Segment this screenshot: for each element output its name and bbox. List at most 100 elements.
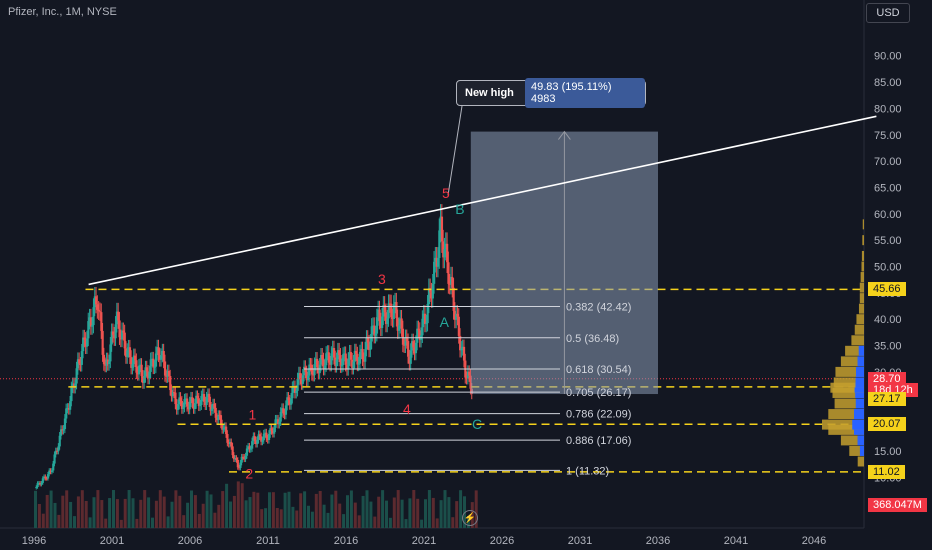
candle-body <box>395 302 398 319</box>
candle-body <box>369 341 372 350</box>
candle-body <box>344 353 347 365</box>
volume-bar <box>334 490 338 528</box>
candle-body <box>257 434 260 440</box>
candle-body <box>269 428 272 435</box>
volume-bar <box>225 483 229 528</box>
volume-profile-value-area <box>856 366 864 377</box>
candle-body <box>139 364 142 366</box>
candle-body <box>111 331 115 335</box>
candle-body <box>186 398 189 407</box>
candle-body <box>202 394 206 402</box>
candle-body <box>83 337 86 340</box>
candle-body <box>416 328 419 343</box>
candle-body <box>388 303 392 305</box>
candle-body <box>236 459 239 468</box>
y-tick-label: 65.00 <box>874 182 902 194</box>
candle-body <box>357 363 360 365</box>
candle-body <box>95 296 98 305</box>
volume-profile-value-area <box>855 377 864 388</box>
candle-body <box>283 413 286 415</box>
volume-bar <box>330 494 334 528</box>
candle-body <box>455 313 458 320</box>
candle-body <box>404 337 407 346</box>
candle-body <box>435 257 438 267</box>
candle-body <box>92 307 95 326</box>
volume-bar <box>264 508 268 528</box>
candle-body <box>403 344 406 346</box>
price-axis-tag: 45.66 <box>868 282 906 297</box>
projection-arrow-head <box>558 130 571 140</box>
volume-bar <box>303 491 307 528</box>
volume-bar <box>217 504 221 528</box>
volume-bar <box>236 481 240 528</box>
candle-body <box>76 359 80 369</box>
y-tick-label: 85.00 <box>874 77 902 89</box>
candle-body <box>80 351 83 365</box>
price-axis-tag: 27.17 <box>868 391 906 406</box>
candle-body <box>256 439 259 445</box>
volume-profile-value-area <box>854 409 864 420</box>
wave-label: C <box>472 416 482 432</box>
candle-body <box>392 304 395 320</box>
lightning-icon[interactable]: ⚡ <box>462 510 478 526</box>
volume-bar <box>455 501 459 528</box>
candle-body <box>240 456 243 463</box>
candle-body <box>175 404 178 410</box>
candle-body <box>351 359 354 369</box>
candle-body <box>89 317 93 327</box>
candle-body <box>322 359 325 369</box>
volume-bar <box>37 504 41 528</box>
y-tick-label: 15.00 <box>874 446 902 458</box>
x-tick-label: 2001 <box>100 535 124 547</box>
candle-body <box>300 379 303 384</box>
candle-body <box>192 403 195 409</box>
volume-bar <box>287 491 291 528</box>
candle-body <box>182 407 185 409</box>
candle-body <box>332 348 336 358</box>
volume-bar <box>427 490 431 528</box>
volume-bar <box>299 493 303 528</box>
candle-body <box>329 362 332 365</box>
candle-body <box>166 371 169 377</box>
candle-body <box>130 357 133 368</box>
volume-bar <box>166 516 170 528</box>
volume-bar <box>162 496 166 528</box>
candle-body <box>53 454 56 464</box>
candle-body <box>317 367 320 374</box>
volume-bar <box>451 517 455 528</box>
candle-body <box>225 426 228 435</box>
currency-button[interactable]: USD <box>866 3 910 23</box>
candle-body <box>316 358 319 368</box>
candle-body <box>82 337 85 352</box>
candle-body <box>91 325 94 327</box>
candle-body <box>71 383 74 388</box>
candle-body <box>127 347 130 351</box>
candle-body <box>410 341 414 351</box>
volume-bar <box>252 491 256 528</box>
wave-label: A <box>440 314 450 330</box>
volume-bar <box>338 503 342 528</box>
volume-bar <box>361 495 365 528</box>
x-tick-label: 2026 <box>490 535 514 547</box>
volume-profile-bar <box>830 382 864 393</box>
volume-bar <box>88 517 92 528</box>
candle-body <box>310 364 314 375</box>
candle-body <box>347 359 350 370</box>
volume-bar <box>459 490 463 528</box>
candle-body <box>345 364 349 370</box>
candle-body <box>248 446 251 450</box>
candle-body <box>167 371 171 377</box>
candle-body <box>75 368 78 384</box>
volume-bar <box>279 509 283 528</box>
candle-body <box>135 360 138 373</box>
candle-body <box>215 417 219 421</box>
new-high-callout: New high 49.83 (195.11%) 4983 <box>456 78 646 108</box>
volume-profile-bar <box>857 456 864 467</box>
candle-body <box>46 474 50 479</box>
volume-bar <box>135 518 139 528</box>
volume-bar <box>307 505 310 528</box>
candle-body <box>358 351 362 364</box>
candle-body <box>58 435 61 447</box>
candle-body <box>228 442 232 444</box>
